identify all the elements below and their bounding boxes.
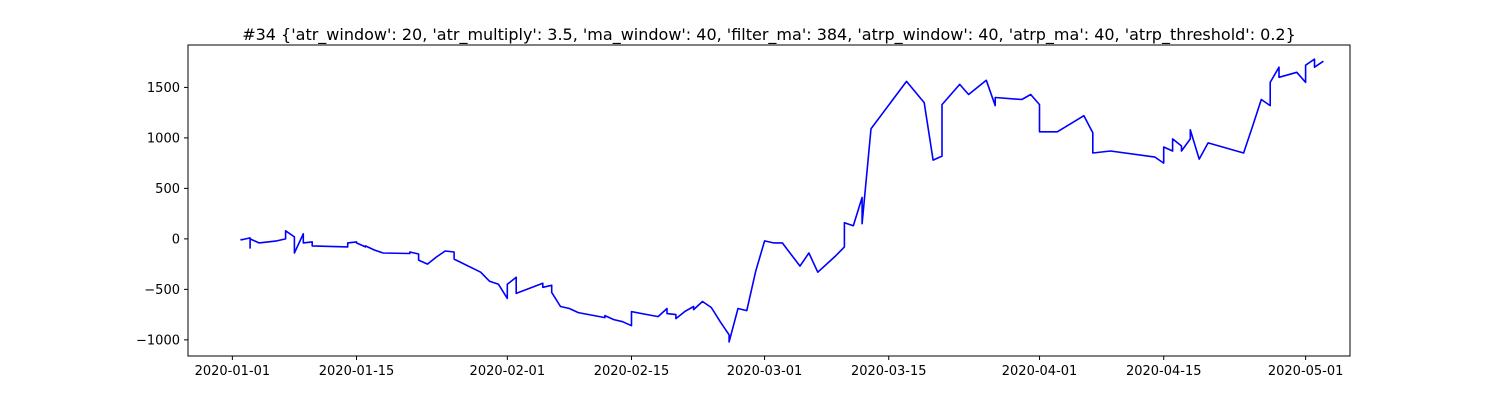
y-tick-label: −500: [144, 283, 180, 298]
axes-frame: [187, 44, 1351, 357]
x-tick-label: 2020-02-01: [470, 364, 546, 379]
y-tick-label: −1000: [136, 333, 180, 348]
x-tick-label: 2020-01-15: [319, 364, 395, 379]
x-tick-label: 2020-02-15: [594, 364, 670, 379]
series-line: [240, 58, 1324, 343]
y-tick-label: 1500: [147, 81, 180, 96]
x-tick-label: 2020-05-01: [1268, 364, 1344, 379]
y-tick-label: 500: [155, 182, 180, 197]
y-tick-label: 0: [172, 232, 180, 247]
x-tick-label: 2020-04-01: [1002, 364, 1078, 379]
x-tick-label: 2020-03-01: [727, 364, 803, 379]
x-tick-label: 2020-01-01: [195, 364, 271, 379]
chart-title: #34 {'atr_window': 20, 'atr_multiply': 3…: [242, 25, 1296, 45]
x-tick-label: 2020-03-15: [851, 364, 927, 379]
plot-area: 2020-01-01 2020-01-15 2020-02-01 2020-02-15…: [136, 44, 1351, 379]
y-tick-label: 1000: [147, 131, 180, 146]
x-tick-label: 2020-04-15: [1126, 364, 1202, 379]
